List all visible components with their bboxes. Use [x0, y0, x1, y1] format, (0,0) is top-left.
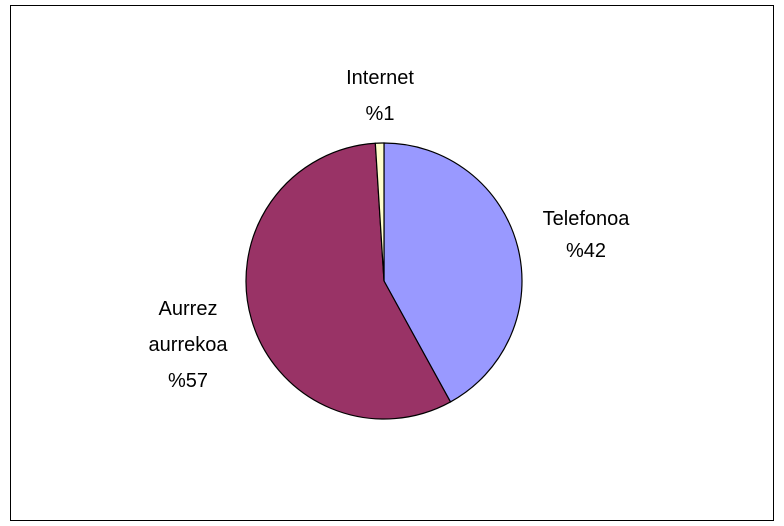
slice-percent-internet: %1 — [366, 103, 395, 125]
slice-label-telefonoa: Telefonoa — [543, 208, 631, 230]
slice-label-aurrez-line2: aurrekoa — [149, 334, 229, 356]
pie-slices — [245, 142, 523, 420]
slice-internet — [374, 142, 385, 282]
slice-label-internet: Internet — [346, 67, 414, 89]
slice-percent-telefonoa: %42 — [566, 240, 606, 262]
slice-telefonoa — [383, 142, 523, 403]
slice-aurrez-aurrekoa — [245, 142, 452, 420]
slice-percent-aurrez: %57 — [168, 370, 208, 392]
slice-label-aurrez-line1: Aurrez — [159, 298, 218, 320]
